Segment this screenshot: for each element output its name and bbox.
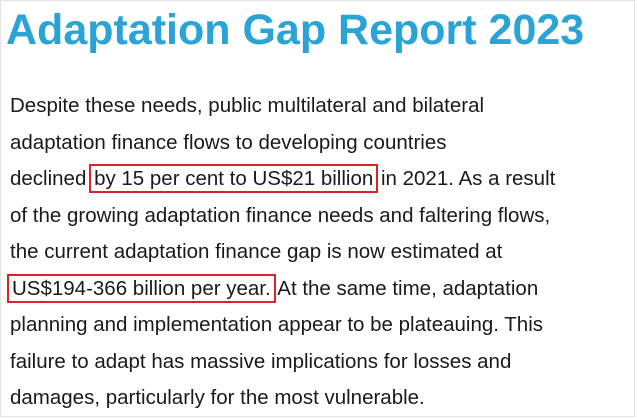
highlighted-decline-figure: by 15 per cent to US$21 billion <box>89 164 379 193</box>
report-paragraph: Despite these needs, public multilateral… <box>7 88 625 417</box>
paragraph-line: of the growing adaptation finance needs … <box>10 198 625 235</box>
line-text: declined <box>10 167 93 190</box>
line-text: failure to adapt has massive implication… <box>10 349 512 373</box>
paragraph-line: planning and implementation appear to be… <box>10 307 625 344</box>
line-text: in 2021. As a result <box>375 167 556 190</box>
line-text: Despite these needs, public multilateral… <box>10 94 485 117</box>
paragraph-line: failure to adapt has massive implication… <box>10 344 625 381</box>
highlighted-gap-estimate: US$194-366 billion per year. <box>7 273 276 303</box>
line-text: damages, particularly for the most vulne… <box>10 386 425 409</box>
line-text: planning and implementation appear to be… <box>10 313 543 336</box>
line-text: the current adaptation finance gap is no… <box>10 240 503 263</box>
paragraph-line: US$194-366 billion per year. At the same… <box>7 271 625 308</box>
paragraph-line: damages, particularly for the most vulne… <box>10 380 625 417</box>
paragraph-line: adaptation finance flows to developing c… <box>10 125 625 162</box>
paragraph-line: the current adaptation finance gap is no… <box>10 234 625 271</box>
report-title: Adaptation Gap Report 2023 <box>6 6 585 54</box>
line-text: adaptation finance flows to developing c… <box>10 130 447 154</box>
line-text: At the same time, adaptation <box>272 276 539 300</box>
line-text: of the growing adaptation finance needs … <box>10 203 551 227</box>
paragraph-line: Despite these needs, public multilateral… <box>10 88 625 125</box>
paragraph-line: declined by 15 per cent to US$21 billion… <box>10 161 625 198</box>
